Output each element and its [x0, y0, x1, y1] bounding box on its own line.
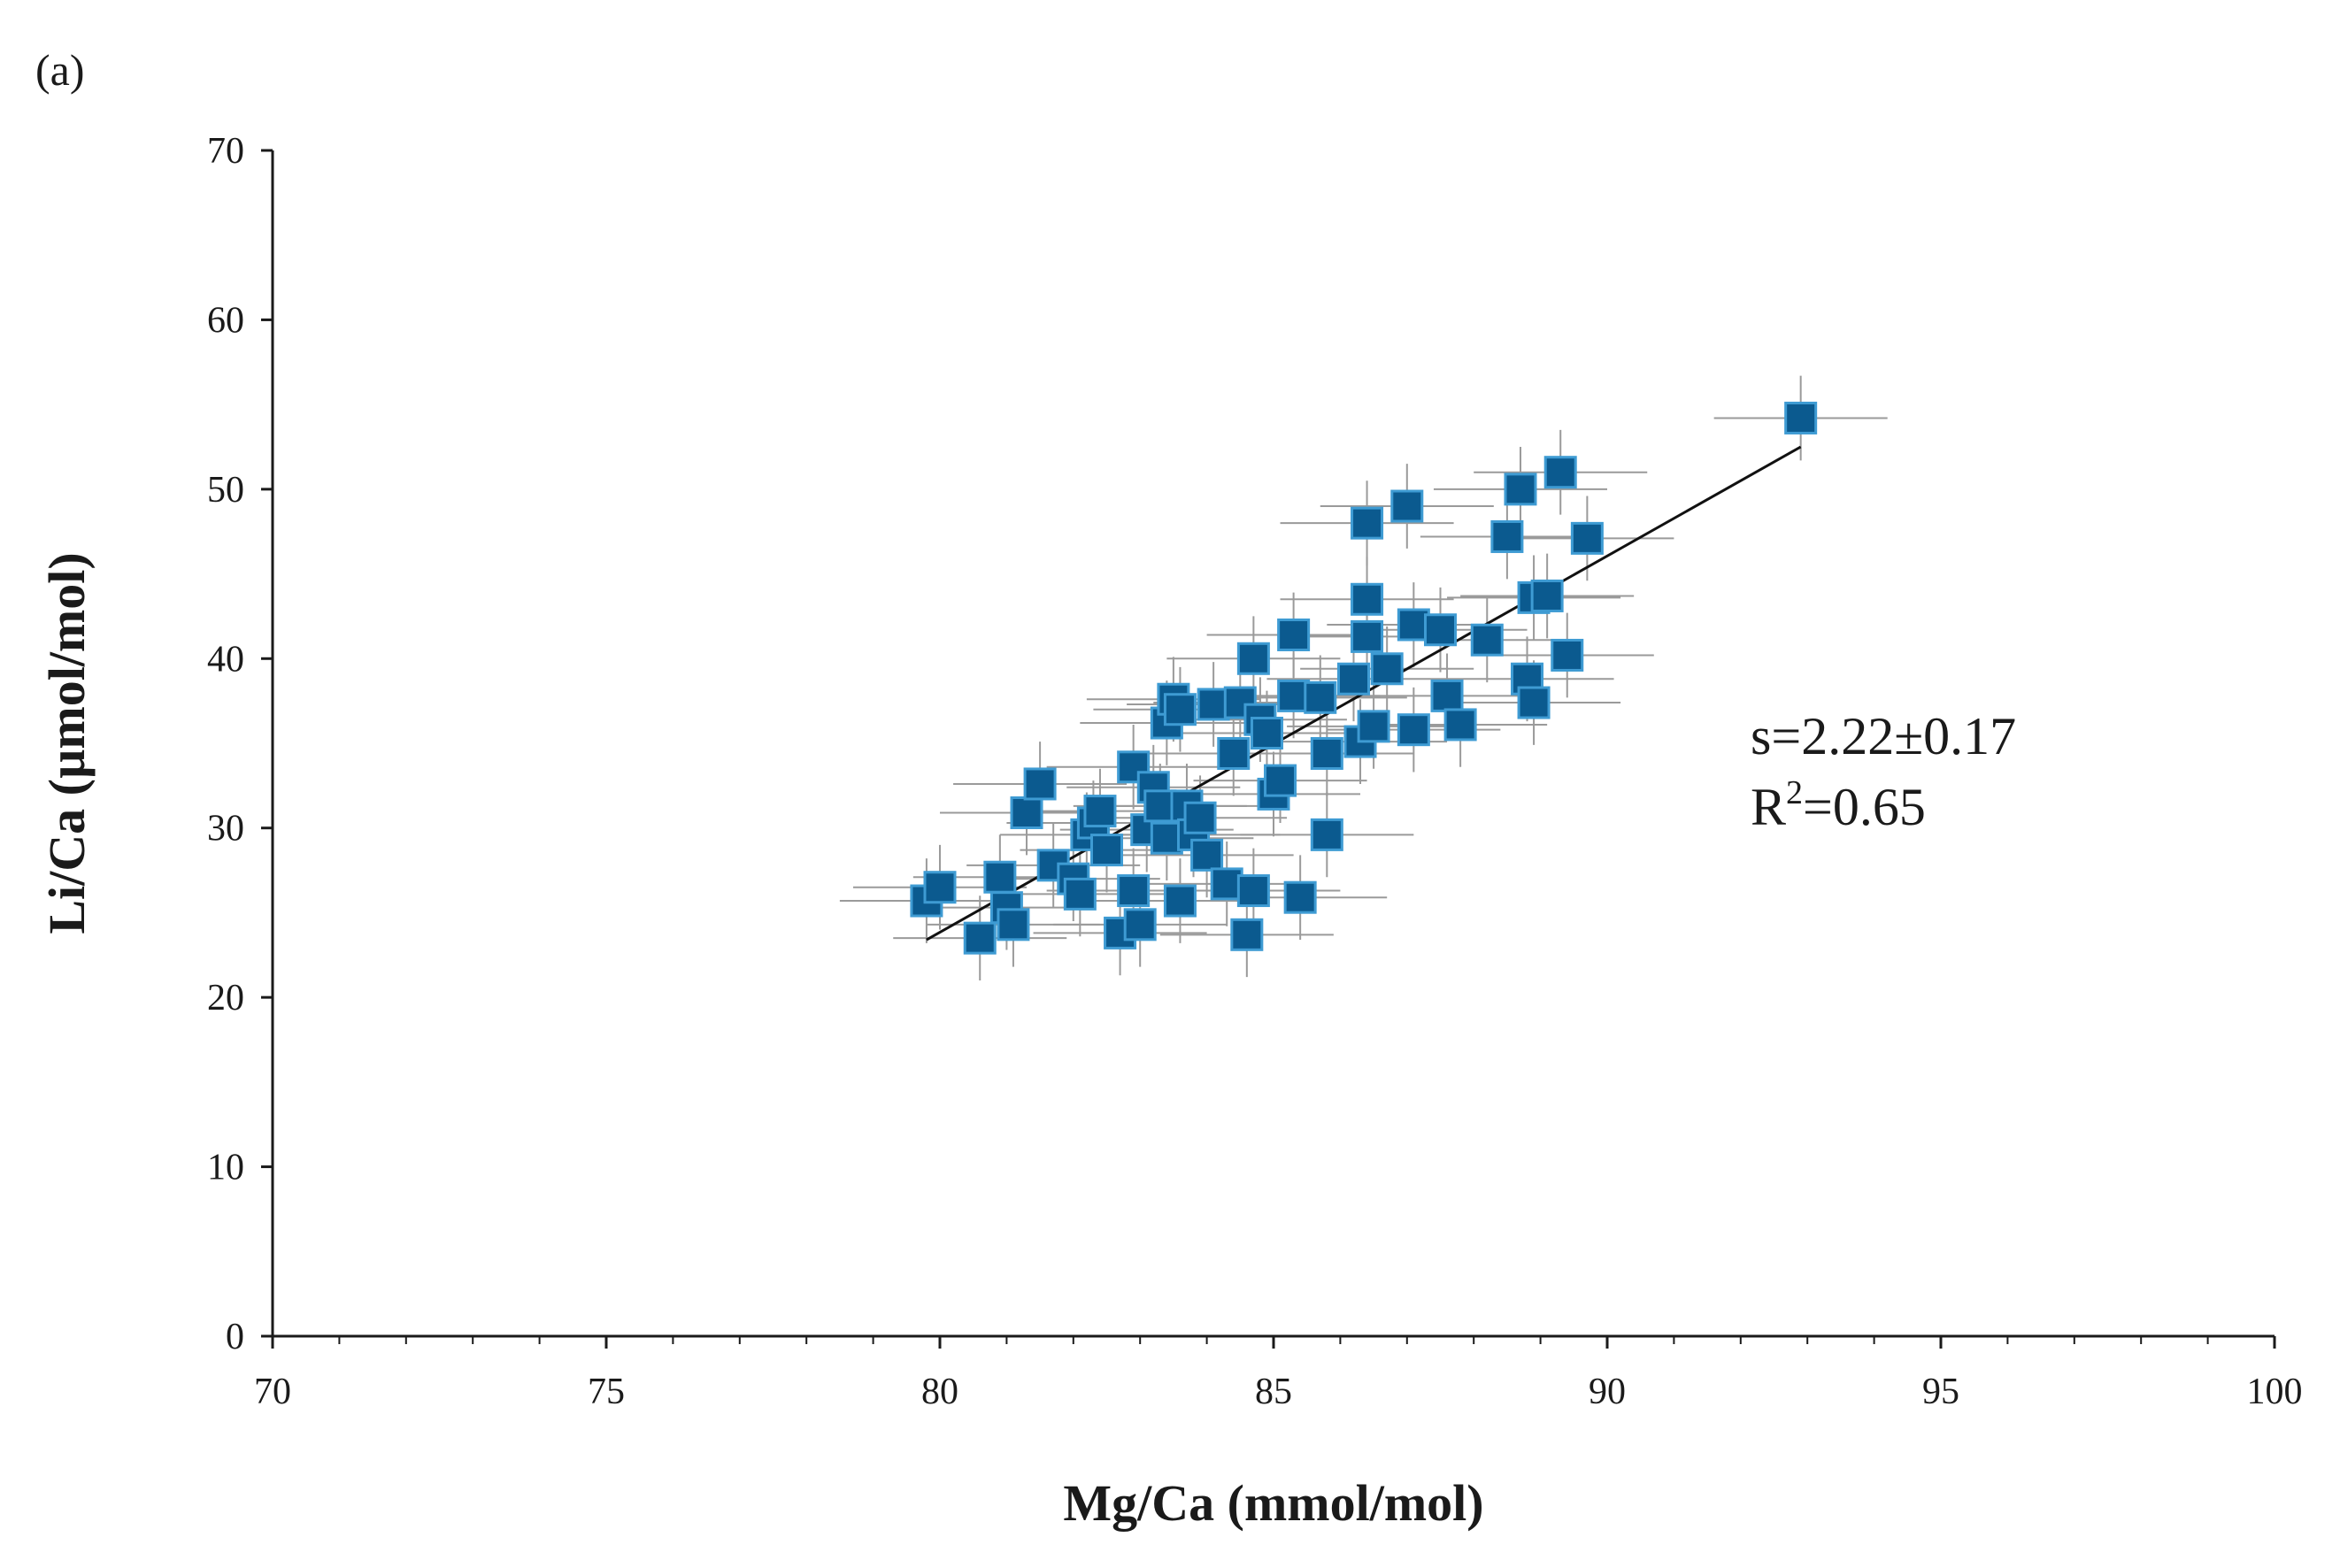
data-point: [1190, 838, 1224, 872]
data-point: [1277, 618, 1311, 651]
x-axis-title: Mg/Ca (mmol/mol): [1063, 1474, 1483, 1532]
r2-superscript: 2: [1786, 774, 1803, 811]
slope-annotation: s=2.22±0.17: [1751, 707, 2016, 765]
data-point: [1083, 795, 1117, 828]
data-point: [1504, 473, 1537, 506]
data-point: [1277, 679, 1311, 712]
data-point: [1230, 918, 1264, 951]
data-point: [1236, 642, 1270, 675]
data-point: [1150, 821, 1183, 855]
data-point: [1530, 579, 1564, 612]
data-point: [1370, 652, 1404, 686]
data-point: [1543, 456, 1577, 489]
data-point: [1163, 884, 1197, 918]
x-tick-label: 85: [1255, 1372, 1292, 1412]
r2-prefix: R: [1751, 778, 1786, 836]
data-point: [1397, 713, 1430, 747]
y-tick-label: 70: [207, 131, 244, 172]
data-point: [1264, 764, 1297, 797]
data-point: [963, 921, 997, 955]
y-tick-label: 0: [226, 1317, 244, 1357]
data-point: [1304, 680, 1337, 714]
x-tick-label: 90: [1589, 1372, 1626, 1412]
data-point: [1351, 582, 1384, 616]
y-tick-label: 40: [207, 639, 244, 680]
data-point: [1470, 623, 1504, 657]
data-point: [1397, 608, 1430, 642]
y-ticks: 0 10 20 30 40 50 60 70: [207, 131, 273, 1357]
data-point: [1490, 519, 1524, 553]
data-point: [1310, 736, 1343, 770]
data-point: [1063, 877, 1097, 911]
data-point: [1336, 662, 1370, 696]
panel-label: (a): [35, 45, 85, 95]
data-point: [1023, 767, 1057, 801]
y-tick-label: 30: [207, 809, 244, 849]
data-point: [1517, 686, 1551, 719]
data-point: [1443, 708, 1477, 742]
y-tick-label: 50: [207, 470, 244, 511]
data-point: [1784, 401, 1818, 434]
data-point: [1163, 693, 1197, 726]
data-point: [983, 860, 1017, 894]
data-point: [1424, 613, 1457, 647]
y-tick-label: 20: [207, 978, 244, 1018]
data-point: [1357, 710, 1390, 743]
y-axis-title: Li/Ca (µmol/mol): [38, 552, 96, 934]
r-squared-annotation: R2=0.65: [1751, 774, 1926, 836]
data-point: [1430, 679, 1464, 712]
data-point: [1123, 908, 1157, 942]
data-point: [1283, 880, 1317, 914]
x-tick-label: 75: [588, 1372, 625, 1412]
data-point: [1570, 521, 1604, 555]
data-point: [1351, 506, 1384, 540]
data-point: [1010, 796, 1043, 829]
data-point: [1143, 789, 1177, 823]
data-point: [923, 871, 957, 904]
data-point: [1117, 874, 1151, 908]
x-tick-label: 80: [921, 1372, 958, 1412]
data-point: [1236, 874, 1270, 908]
x-tick-label: 100: [2247, 1372, 2303, 1412]
x-tick-label: 95: [1922, 1372, 1959, 1412]
x-ticks: 70 75 80 85 90 95 100: [254, 1336, 2303, 1412]
y-tick-label: 60: [207, 300, 244, 341]
data-point: [1090, 834, 1123, 867]
data-point: [997, 908, 1030, 942]
r2-suffix: =0.65: [1803, 778, 1926, 836]
data-point: [1250, 717, 1283, 750]
data-point: [1551, 638, 1584, 672]
x-tick-label: 70: [254, 1372, 291, 1412]
data-point: [1351, 619, 1384, 653]
data-point: [1217, 736, 1251, 770]
data-point: [1310, 818, 1343, 851]
data-point: [1390, 489, 1424, 523]
data-point: [1183, 801, 1217, 834]
data-points-layer: [910, 401, 1818, 955]
y-tick-label: 10: [207, 1148, 244, 1188]
